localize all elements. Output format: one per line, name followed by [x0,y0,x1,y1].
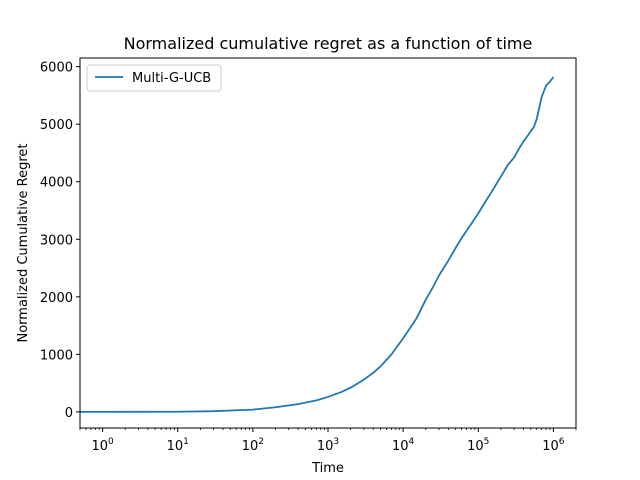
x-tick-label: 105 [467,437,489,454]
x-tick-label: 100 [91,437,114,454]
legend-box [86,64,222,92]
plot-area [80,76,555,413]
y-tick-label: 4000 [40,176,73,191]
series-line-multi-g-ucb [80,76,555,413]
legend: Multi-G-UCB [86,64,222,92]
legend-label-multi-g-ucb: Multi-G-UCB [132,71,211,86]
x-tick-label: 102 [242,437,264,454]
x-tick-label: 106 [542,437,565,454]
x-axis-label: Time [311,461,344,476]
y-tick-label: 1000 [40,348,73,363]
x-tick-label: 101 [167,437,189,454]
chart-title: Normalized cumulative regret as a functi… [124,34,533,53]
y-tick-label: 6000 [40,61,73,76]
ticks: 0 1000 2000 3000 4000 5000 6000 100 101 102 103 104… [40,61,577,454]
y-tick-label: 3000 [40,233,73,248]
y-tick-label: 0 [65,406,73,421]
x-tick-label: 103 [317,437,339,454]
y-tick-label: 5000 [40,118,73,133]
y-axis-label: Normalized Cumulative Regret [16,143,31,342]
x-tick-label: 104 [392,437,415,454]
y-tick-label: 2000 [40,291,73,306]
